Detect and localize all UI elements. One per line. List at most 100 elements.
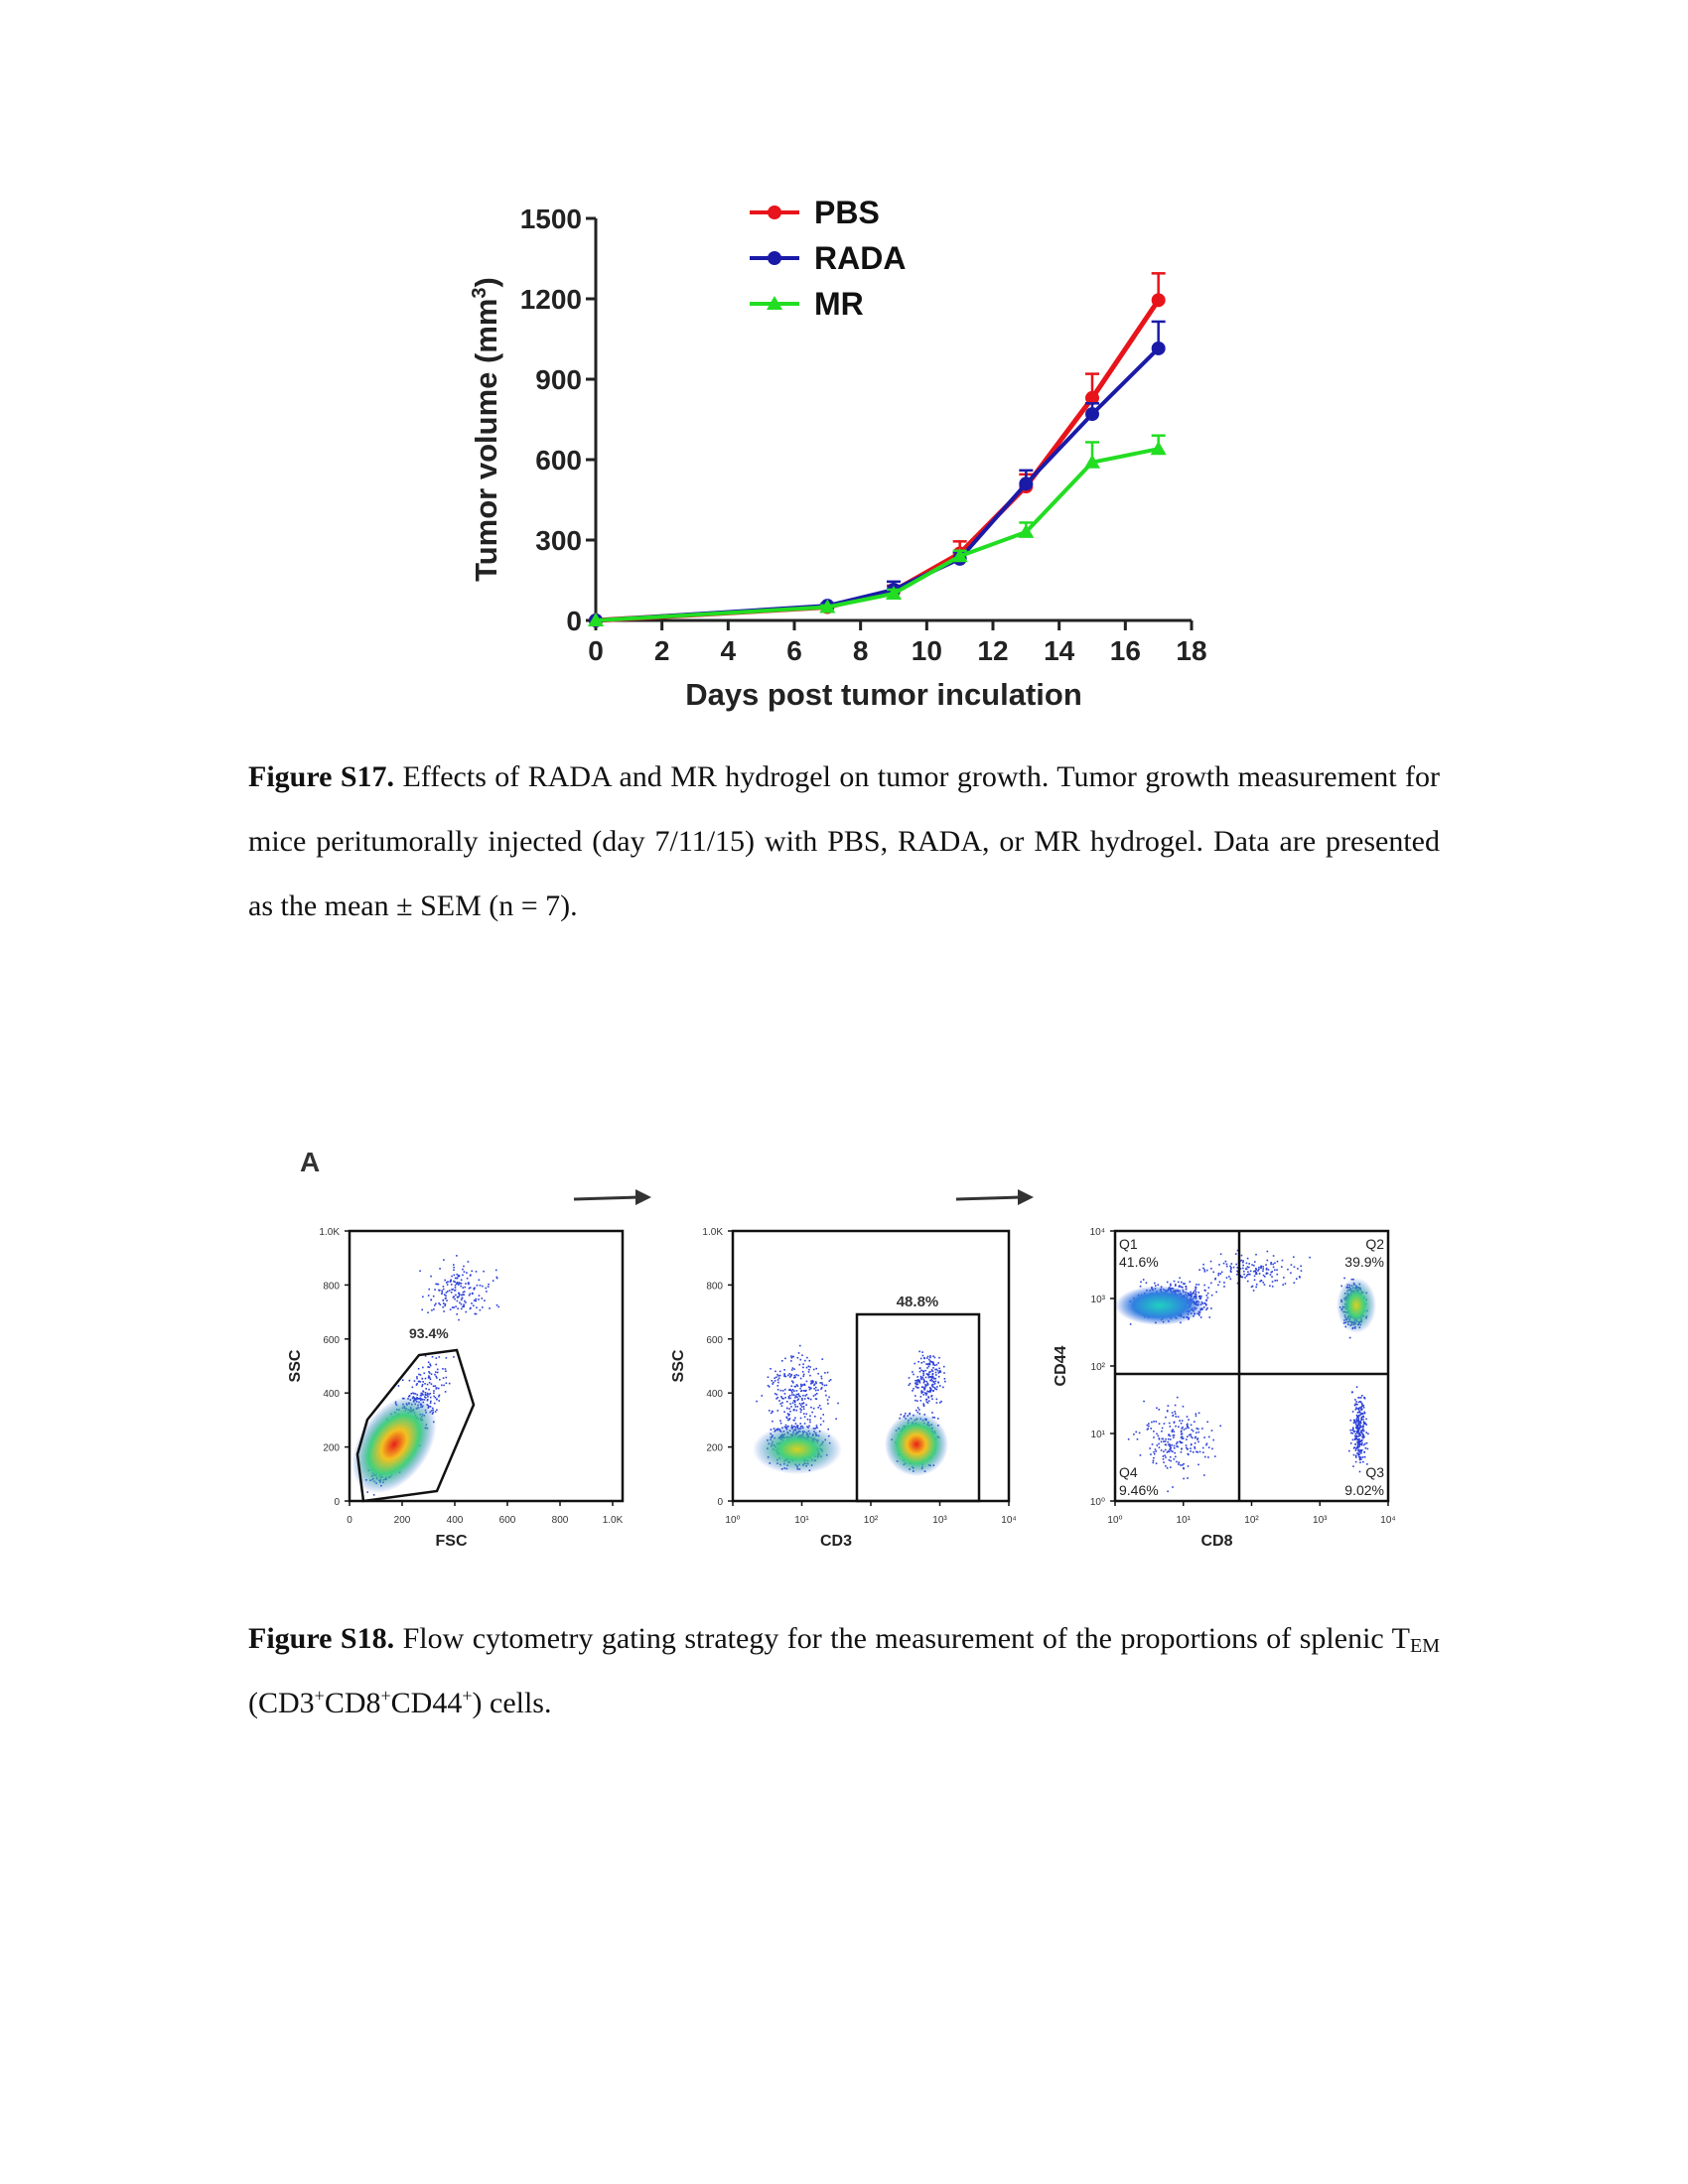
event-dot (1190, 1424, 1193, 1427)
event-dot (788, 1413, 790, 1416)
event-dot (1173, 1444, 1176, 1447)
legend-marker (768, 205, 781, 219)
event-dot (924, 1393, 927, 1395)
event-dot (1309, 1256, 1311, 1259)
event-dot (1364, 1423, 1366, 1425)
event-dot (1192, 1436, 1194, 1439)
event-dot (937, 1372, 940, 1374)
event-dot (1265, 1264, 1267, 1266)
event-dot (799, 1387, 801, 1390)
event-dot (793, 1385, 796, 1388)
event-dot (1218, 1281, 1221, 1284)
event-dot (1197, 1428, 1199, 1431)
event-dot (1217, 1272, 1220, 1275)
event-dot (1143, 1400, 1145, 1403)
event-dot (1153, 1452, 1156, 1455)
event-dot (451, 1306, 454, 1308)
event-dot (1365, 1424, 1367, 1426)
event-dot (921, 1386, 924, 1389)
event-dot (1362, 1422, 1365, 1425)
event-dot (790, 1369, 793, 1371)
event-dot (1258, 1273, 1261, 1275)
event-dot (465, 1283, 467, 1285)
event-dot (1155, 1450, 1157, 1452)
event-dot (1359, 1422, 1362, 1425)
event-dot (1173, 1446, 1176, 1449)
event-dot (938, 1367, 940, 1370)
gate-polygon (355, 1348, 476, 1503)
event-dot (916, 1383, 918, 1386)
event-dot (922, 1403, 924, 1406)
event-dot (457, 1282, 459, 1285)
event-dot (456, 1273, 459, 1276)
event-dot (453, 1306, 455, 1308)
event-dot (1203, 1455, 1206, 1458)
event-dot (926, 1383, 929, 1386)
gate-label: 48.8% (897, 1294, 939, 1310)
event-dot (940, 1400, 942, 1403)
chart-legend: PBS RADA MR (750, 195, 906, 322)
event-dot (445, 1370, 447, 1373)
event-dot (930, 1376, 932, 1378)
event-dot (1195, 1288, 1196, 1291)
event-dot (939, 1370, 941, 1372)
event-dot (1158, 1437, 1161, 1439)
event-dot (426, 1399, 429, 1402)
event-dot (1358, 1427, 1360, 1430)
event-dot (1171, 1443, 1174, 1446)
event-dot (809, 1421, 811, 1424)
event-dot (1358, 1437, 1360, 1440)
event-dot (1148, 1423, 1150, 1425)
event-dot (424, 1382, 426, 1385)
event-dot (1358, 1470, 1361, 1473)
event-dot (813, 1384, 815, 1387)
event-dot (792, 1419, 795, 1422)
event-dot (777, 1375, 779, 1377)
event-dot (433, 1390, 435, 1392)
event-dot (1361, 1435, 1363, 1438)
event-dot (1229, 1265, 1231, 1268)
event-dot (1299, 1276, 1301, 1279)
event-dot (453, 1264, 455, 1266)
legend-item-rada: RADA (750, 240, 906, 276)
event-dot (472, 1292, 474, 1295)
event-dot (1164, 1448, 1167, 1451)
event-dot (444, 1297, 447, 1299)
event-dot (473, 1304, 475, 1307)
event-dot (914, 1362, 916, 1365)
quadrant-percent: 9.46% (1119, 1482, 1159, 1498)
event-dot (1202, 1263, 1204, 1266)
event-dot (919, 1377, 922, 1380)
series-pbs (589, 272, 1166, 627)
event-dot (433, 1392, 435, 1395)
x-tick-label: 10⁰ (725, 1515, 740, 1526)
event-dot (454, 1284, 457, 1287)
event-dot (1354, 1437, 1357, 1439)
event-dot (768, 1410, 771, 1412)
event-dot (810, 1381, 813, 1384)
event-dot (1357, 1421, 1360, 1423)
y-tick-label: 0 (566, 606, 582, 636)
event-dot (1363, 1435, 1365, 1437)
event-dot (1164, 1440, 1167, 1442)
event-dot (915, 1381, 918, 1384)
event-dot (790, 1406, 792, 1408)
event-dot (1195, 1291, 1197, 1294)
event-dot (1185, 1286, 1188, 1288)
event-dot (1245, 1268, 1248, 1271)
event-dot (429, 1364, 432, 1367)
x-tick-label: 10¹ (1177, 1515, 1192, 1526)
event-dot (1236, 1267, 1239, 1269)
event-dot (926, 1373, 929, 1376)
event-dot (1363, 1397, 1366, 1400)
density-hotspot (352, 1395, 437, 1494)
event-dot (918, 1409, 920, 1411)
event-dot (937, 1362, 940, 1364)
x-tick-label: 0 (347, 1515, 352, 1526)
event-dot (835, 1418, 837, 1421)
event-dot (821, 1382, 823, 1384)
event-dot (1352, 1465, 1354, 1467)
event-dot (455, 1294, 457, 1297)
event-dot (1365, 1432, 1368, 1433)
y-tick-label: 1200 (520, 284, 582, 315)
